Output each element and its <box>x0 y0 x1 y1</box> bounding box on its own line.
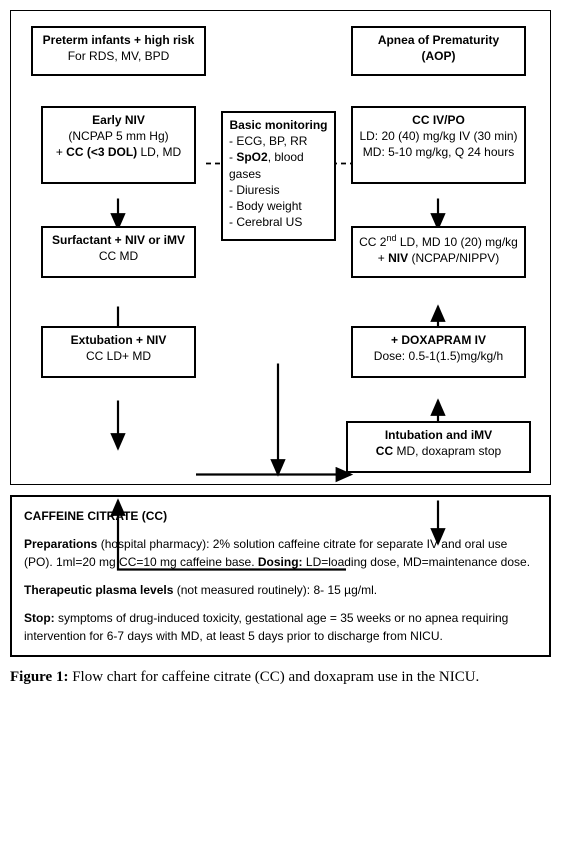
info-therapeutic-levels: Therapeutic plasma levels (not measured … <box>24 581 537 599</box>
node-ccivpo: CC IV/POLD: 20 (40) mg/kg IV (30 min)MD:… <box>351 106 526 184</box>
node-monitor: Basic monitoring- ECG, BP, RR- SpO2, blo… <box>221 111 336 241</box>
node-extubation: Extubation + NIVCC LD+ MD <box>41 326 196 378</box>
flowchart-diagram: Preterm infants + high riskFor RDS, MV, … <box>10 10 551 485</box>
node-cc2nd: CC 2nd LD, MD 10 (20) mg/kg+ NIV (NCPAP/… <box>351 226 526 278</box>
info-preparations: Preparations (hospital pharmacy): 2% sol… <box>24 535 537 571</box>
info-stop: Stop: symptoms of drug-induced toxicity,… <box>24 609 537 645</box>
caffeine-citrate-info: CAFFEINE CITRATE (CC) Preparations (hosp… <box>10 495 551 657</box>
node-earlyniv: Early NIV(NCPAP 5 mm Hg)+ CC (<3 DOL) LD… <box>41 106 196 184</box>
node-aop: Apnea of Prematurity(AOP) <box>351 26 526 76</box>
node-doxapram: + DOXAPRAM IVDose: 0.5-1(1.5)mg/kg/h <box>351 326 526 378</box>
node-preterm: Preterm infants + high riskFor RDS, MV, … <box>31 26 206 76</box>
node-surfactant: Surfactant + NIV or iMVCC MD <box>41 226 196 278</box>
node-intubation: Intubation and iMVCC MD, doxapram stop <box>346 421 531 473</box>
figure-caption: Figure 1: Flow chart for caffeine citrat… <box>10 667 551 687</box>
info-heading: CAFFEINE CITRATE (CC) <box>24 509 167 523</box>
